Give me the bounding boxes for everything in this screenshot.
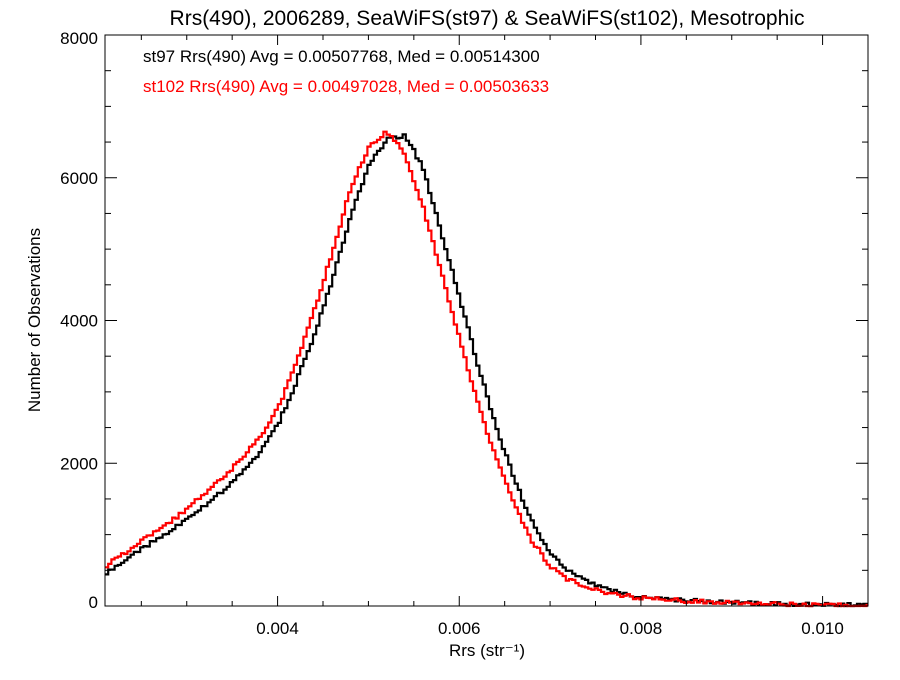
x-axis-label: Rrs (str⁻¹) bbox=[449, 641, 525, 660]
series-line-0 bbox=[105, 133, 868, 608]
y-tick-label: 0 bbox=[89, 593, 98, 612]
plot-frame bbox=[104, 34, 869, 607]
y-tick-label: 8000 bbox=[60, 29, 98, 48]
axis-ticks: 0.004 0.006 0.008 0.010 0 2000 4000 6000 8000 bbox=[60, 29, 869, 638]
chart-title: Rrs(490), 2006289, SeaWiFS(st97) & SeaWi… bbox=[170, 7, 805, 30]
y-axis-label: Number of Observations bbox=[25, 228, 44, 412]
plot-area bbox=[105, 130, 868, 608]
y-tick-label: 6000 bbox=[60, 169, 98, 188]
y-tick-label: 2000 bbox=[60, 454, 98, 473]
stats-annotation-st97: st97 Rrs(490) Avg = 0.00507768, Med = 0.… bbox=[143, 47, 540, 66]
x-tick-label: 0.006 bbox=[438, 619, 481, 638]
x-tick-label: 0.010 bbox=[801, 619, 844, 638]
y-tick-label: 4000 bbox=[60, 312, 98, 331]
series-line-1 bbox=[105, 130, 868, 608]
x-tick-label: 0.004 bbox=[256, 619, 299, 638]
x-tick-label: 0.008 bbox=[620, 619, 663, 638]
stats-annotation-st102: st102 Rrs(490) Avg = 0.00497028, Med = 0… bbox=[143, 77, 549, 96]
